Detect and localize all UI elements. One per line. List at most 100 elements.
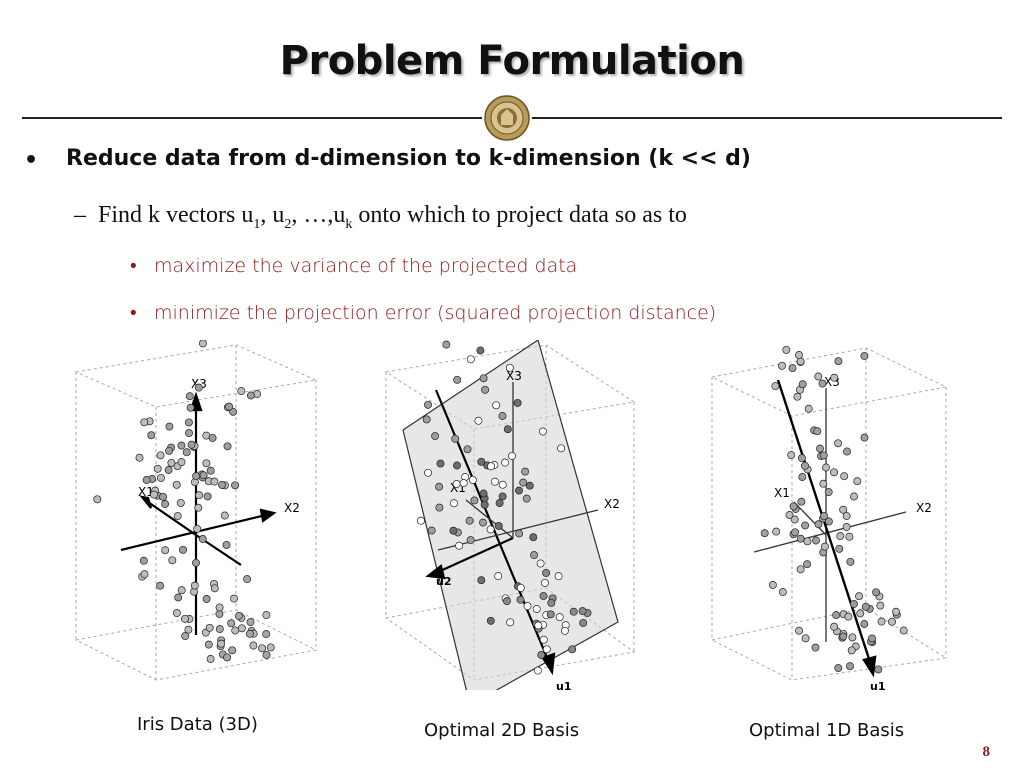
scatter-point bbox=[436, 459, 445, 468]
scatter-point bbox=[243, 575, 252, 584]
scatter-point bbox=[237, 624, 246, 633]
scatter-point bbox=[231, 481, 240, 490]
scatter-point bbox=[203, 492, 212, 501]
scatter-point bbox=[856, 609, 865, 618]
scatter-point bbox=[542, 568, 551, 577]
subscript-k: k bbox=[345, 216, 353, 232]
scatter-point bbox=[206, 466, 215, 475]
scatter-point bbox=[459, 479, 468, 488]
bullet-level2-post: onto which to project data so as to bbox=[352, 202, 687, 228]
scatter-point bbox=[523, 602, 532, 611]
scatter-point bbox=[791, 528, 800, 537]
scatter-point bbox=[797, 454, 806, 463]
scatter-point bbox=[424, 468, 433, 477]
scatter-point bbox=[568, 645, 577, 654]
scatter-point bbox=[192, 558, 200, 567]
scatter-point bbox=[502, 597, 511, 606]
scatter-point bbox=[860, 433, 869, 442]
axis-label-u2: u2 bbox=[436, 575, 452, 588]
scatter-point bbox=[187, 440, 196, 449]
scatter-point bbox=[477, 457, 486, 466]
scatter-point bbox=[790, 515, 799, 524]
bullet-level2: – Find k vectors u1, u2, …,uk onto which… bbox=[74, 202, 687, 233]
scatter-point bbox=[839, 505, 848, 514]
scatter-point bbox=[194, 383, 203, 392]
slide-title: Problem Formulation bbox=[279, 38, 745, 84]
scatter-point bbox=[246, 391, 255, 400]
scatter-point bbox=[812, 536, 820, 545]
scatter-point bbox=[173, 512, 182, 521]
scatter-point bbox=[788, 364, 797, 373]
scatter-point bbox=[868, 634, 876, 643]
scatter-point bbox=[490, 477, 499, 486]
sub-bullet-error: • minimize the projection error (squared … bbox=[130, 302, 716, 325]
scatter-point bbox=[803, 560, 812, 569]
scatter-point bbox=[795, 626, 804, 635]
scatter-point bbox=[427, 526, 436, 535]
bullet-level1-text: Reduce data from d-dimension to k-dimens… bbox=[66, 146, 751, 171]
scatter-point bbox=[508, 451, 516, 460]
scatter-point bbox=[768, 581, 777, 589]
axis-label-x2: X2 bbox=[916, 501, 932, 515]
scatter-point bbox=[578, 607, 587, 616]
scatter-point bbox=[494, 522, 503, 530]
scatter-point bbox=[515, 529, 524, 538]
scatter-point bbox=[161, 500, 170, 508]
scatter-point bbox=[442, 340, 451, 349]
scatter-point bbox=[494, 572, 503, 581]
scatter-point bbox=[156, 581, 165, 590]
scatter-point bbox=[554, 572, 563, 581]
scatter-point bbox=[262, 630, 271, 639]
scatter-point bbox=[258, 644, 267, 653]
scatter-point bbox=[165, 446, 174, 455]
scatter-point bbox=[139, 556, 148, 565]
bullet-dot: • bbox=[130, 302, 137, 324]
scatter-point bbox=[202, 459, 211, 468]
scatter-point bbox=[834, 357, 843, 366]
sub-bullet-variance: • maximize the variance of the projected … bbox=[130, 255, 577, 278]
scatter-point bbox=[530, 551, 539, 560]
scatter-point bbox=[205, 623, 214, 632]
scatter-point bbox=[159, 492, 167, 501]
scatter-point bbox=[872, 588, 881, 597]
scatter-point bbox=[215, 603, 224, 612]
scatter-point bbox=[820, 512, 829, 521]
scatter-point bbox=[184, 418, 193, 427]
scatter-point bbox=[262, 611, 271, 620]
scatter-point bbox=[481, 385, 490, 394]
scatter-point bbox=[215, 625, 224, 634]
scatter-point bbox=[210, 477, 219, 486]
figure-iris-3d: X3 X1 X2 bbox=[74, 340, 318, 681]
scatter-point bbox=[847, 646, 856, 655]
scatter-point bbox=[453, 461, 461, 470]
scatter-point bbox=[227, 619, 236, 628]
scatter-point bbox=[431, 432, 440, 441]
scatter-point bbox=[422, 415, 431, 424]
page-number: 8 bbox=[982, 744, 991, 760]
scatter-point bbox=[492, 401, 501, 410]
scatter-point bbox=[555, 613, 564, 622]
scatter-point bbox=[218, 481, 227, 489]
scatter-point bbox=[217, 639, 226, 648]
axis-label-x2: X2 bbox=[284, 501, 300, 515]
scatter-point bbox=[140, 570, 149, 579]
scatter-point bbox=[470, 496, 479, 505]
scatter-point bbox=[424, 400, 432, 409]
scatter-point bbox=[860, 620, 869, 628]
scatter-point bbox=[811, 643, 820, 652]
scatter-point bbox=[795, 351, 803, 359]
subscript-1: 1 bbox=[253, 216, 261, 232]
scatter-point bbox=[195, 491, 204, 500]
scatter-point bbox=[519, 478, 528, 487]
scatter-point bbox=[435, 503, 444, 512]
scatter-point bbox=[546, 610, 555, 619]
scatter-point bbox=[181, 632, 190, 641]
scatter-point bbox=[177, 441, 186, 450]
scatter-point bbox=[486, 616, 495, 625]
scatter-point bbox=[536, 559, 545, 568]
scatter-point bbox=[153, 464, 162, 473]
scatter-point bbox=[476, 346, 485, 355]
scatter-point bbox=[156, 473, 165, 482]
title-rule-left bbox=[22, 117, 482, 119]
scatter-point bbox=[840, 472, 849, 481]
